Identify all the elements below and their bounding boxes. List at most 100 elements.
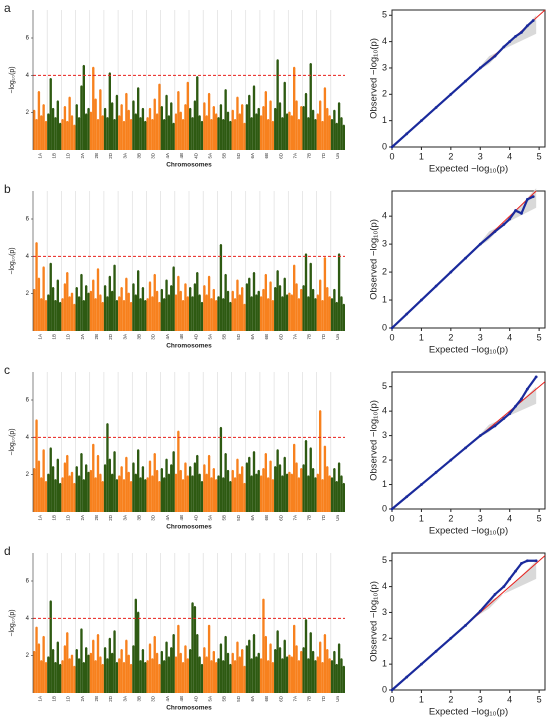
snp-point [148,643,152,646]
snp-point [255,294,258,297]
qq-point [478,434,482,438]
snp-point [59,122,62,125]
x-tick-label: 2D [108,514,113,521]
qq-point [420,483,423,486]
x-tick-label: 5 [537,332,542,342]
snp-point [302,647,305,650]
snp-point [113,264,116,267]
snp-point [342,124,345,127]
snp-point [111,473,114,476]
snp-point [297,119,301,122]
snp-point [92,639,95,642]
snp-point [200,663,204,667]
x-tick-label: 5B [222,696,227,702]
snp-point [316,656,319,659]
y-axis-label: Observed −log₁₀(p) [369,219,380,300]
panel-label: a [4,1,11,15]
x-tick-label: 0 [389,332,394,342]
snp-point [302,464,305,467]
snp-point [248,639,251,642]
snp-point [73,124,76,127]
snp-point [276,270,279,273]
snp-point [144,300,147,303]
x-tick-label: 7D [321,333,326,340]
snp-point [61,660,64,663]
snp-point [151,475,154,478]
y-tick-label: 5 [382,381,387,391]
x-tick-label: 5B [222,515,227,521]
snp-point [170,285,173,288]
snp-point [342,303,345,306]
snp-point [127,471,130,474]
snp-point [205,294,208,297]
snp-point [174,113,178,116]
snp-point [248,277,251,280]
snp-point [342,482,345,486]
snp-point [207,92,211,96]
snp-point [139,660,142,663]
snp-point [137,270,140,273]
snp-point [106,658,109,661]
x-tick-label: 4B [179,696,184,702]
snp-point [264,91,267,94]
y-tick-label: 5 [382,10,387,20]
x-axis-label: Chromosomes [166,524,212,531]
x-tick-label: 2B [94,696,99,702]
snp-point [226,652,230,655]
snp-point [37,91,41,94]
snp-point [33,109,36,112]
snp-point [68,658,71,661]
x-tick-label: 5 [537,513,542,523]
panel-label: b [4,182,11,196]
snp-point [127,292,130,295]
qq-point [502,45,506,49]
snp-point [101,115,104,118]
x-axis-label: Expected −log₁₀(p) [429,164,508,175]
x-tick-label: 6B [264,515,269,521]
x-tick-label: 3B [137,515,142,521]
snp-point [118,296,121,299]
snp-point [326,107,329,111]
snp-point [163,660,166,663]
snp-point [236,96,239,99]
snp-point [300,467,303,471]
snp-point [37,460,41,463]
x-tick-label: 5A [207,153,212,159]
snp-point [271,662,275,665]
snp-point [307,117,310,120]
snp-point [70,471,74,474]
snp-point [103,647,107,650]
snp-point [151,658,154,661]
qq-point [508,40,512,44]
x-tick-label: 1B [51,515,56,521]
snp-point [326,648,329,652]
x-tick-label: 3 [478,151,483,161]
qq-line [391,559,537,691]
snp-point [51,648,55,652]
snp-point [174,294,178,297]
snp-point [229,481,232,484]
x-tick-label: 2A [80,153,85,159]
x-tick-label: 1B [51,334,56,340]
snp-point [94,98,97,101]
snp-point [99,473,102,476]
snp-point [314,298,317,301]
snp-point [243,303,246,306]
y-tick-label: 3 [382,607,387,617]
snp-point [85,647,88,650]
snp-point [219,244,223,247]
snp-point [148,107,152,111]
snp-point [259,115,263,118]
snp-point [243,665,246,668]
qq-point [493,424,497,428]
snp-point [87,292,90,295]
snp-point [340,296,343,299]
snp-point [259,296,263,299]
snp-point [295,645,298,648]
qq-point [525,559,529,563]
snp-point [47,473,50,476]
snp-point [241,104,244,107]
snp-point [207,275,211,278]
snp-point [153,273,156,277]
